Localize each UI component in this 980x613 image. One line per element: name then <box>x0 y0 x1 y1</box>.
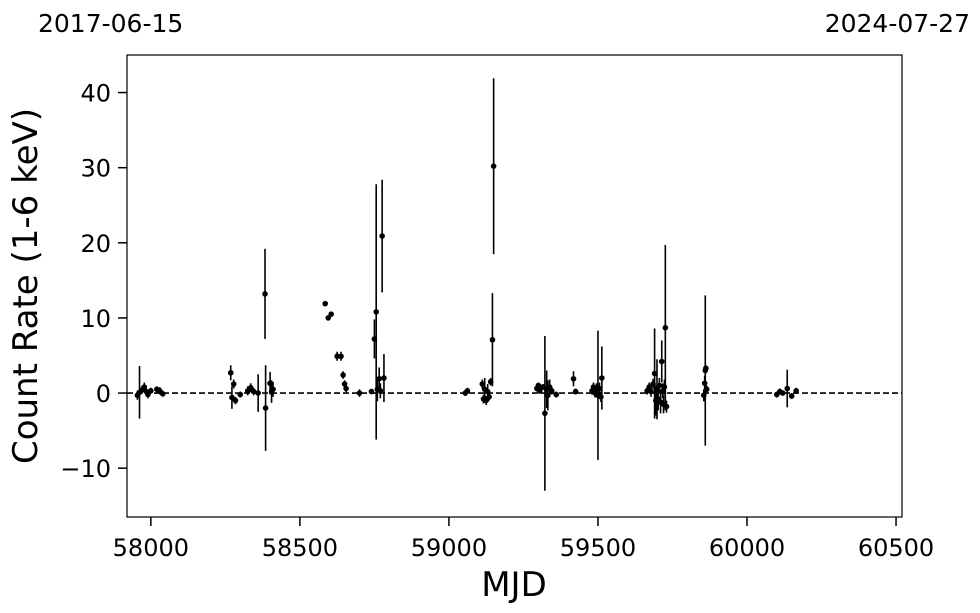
data-point <box>701 380 708 387</box>
data-point <box>646 384 653 390</box>
x-tick-label: 60500 <box>858 534 934 562</box>
data-point <box>489 336 496 343</box>
x-axis-title: MJD <box>481 565 547 605</box>
y-axis-title: Count Rate (1-6 keV) <box>6 108 46 464</box>
data-point <box>650 381 656 387</box>
data-point <box>159 391 166 397</box>
data-point <box>700 392 707 399</box>
data-point <box>793 387 799 394</box>
x-tick-label: 58500 <box>262 534 338 562</box>
data-point <box>373 309 379 315</box>
data-point <box>356 390 363 396</box>
data-point <box>661 384 668 390</box>
data-point <box>334 353 340 360</box>
data-point <box>232 397 239 404</box>
x-tick-label: 59500 <box>560 534 636 562</box>
data-point <box>343 385 349 392</box>
data-point <box>651 370 658 377</box>
data-point <box>487 378 494 385</box>
data-point <box>648 388 654 395</box>
data-point <box>779 390 786 396</box>
data-point <box>148 387 154 394</box>
data-point <box>545 392 551 399</box>
data-point <box>553 391 560 398</box>
data-point <box>338 353 344 360</box>
data-point <box>599 375 605 381</box>
x-tick-label: 59000 <box>411 534 487 562</box>
data-point <box>703 365 709 372</box>
y-tick-label: 20 <box>80 230 111 258</box>
data-point <box>255 390 261 396</box>
y-tick-label: 0 <box>96 380 111 408</box>
data-point <box>377 387 384 394</box>
plot-area <box>126 54 903 518</box>
plot-frame <box>126 54 903 518</box>
y-tick-label: 10 <box>80 305 111 333</box>
data-point <box>479 381 486 387</box>
data-point <box>381 375 387 381</box>
data-point <box>483 397 489 404</box>
data-point <box>227 369 234 376</box>
data-point <box>328 311 334 317</box>
data-point <box>325 315 332 321</box>
top-right-date-label: 2024-07-27 <box>825 9 970 38</box>
data-point <box>484 388 491 395</box>
data-point <box>368 388 375 395</box>
data-point <box>464 387 471 394</box>
y-tick-label: −10 <box>60 455 111 483</box>
data-point <box>262 291 268 297</box>
data-point <box>703 386 710 393</box>
x-tick-label: 60000 <box>709 534 785 562</box>
data-point <box>656 382 663 389</box>
data-point <box>267 380 273 387</box>
data-point <box>247 384 254 391</box>
data-point <box>250 388 257 395</box>
data-point <box>230 381 237 387</box>
data-point <box>371 336 378 342</box>
data-point <box>341 381 348 387</box>
data-point <box>548 387 555 394</box>
data-point <box>237 391 244 398</box>
x-axis: 58000 58500 59000 59500 60000 60500 <box>113 517 934 562</box>
data-point <box>262 405 269 411</box>
data-point <box>598 394 604 400</box>
error-bars <box>136 78 797 491</box>
data-point <box>788 393 795 399</box>
data-point <box>537 387 543 394</box>
top-left-date-label: 2017-06-15 <box>38 9 183 38</box>
data-point <box>340 372 346 378</box>
data-point <box>141 384 148 390</box>
data-point <box>535 382 542 389</box>
data-point <box>145 391 151 398</box>
data-point <box>542 410 548 417</box>
data-point <box>784 385 791 392</box>
data-points <box>134 163 799 417</box>
data-point <box>662 324 669 331</box>
data-point <box>663 403 670 410</box>
data-point <box>376 375 382 382</box>
data-point <box>570 375 577 382</box>
data-point <box>486 394 492 400</box>
data-point <box>379 233 385 239</box>
y-tick-label: 40 <box>80 80 111 108</box>
data-point <box>322 300 329 307</box>
data-point <box>572 388 579 395</box>
data-point <box>596 385 603 392</box>
data-point <box>490 163 497 169</box>
data-point <box>270 386 276 393</box>
y-axis: −10 0 10 20 30 40 <box>60 80 127 483</box>
x-tick-label: 58000 <box>113 534 189 562</box>
data-point <box>658 358 665 365</box>
y-tick-label: 30 <box>80 155 111 183</box>
